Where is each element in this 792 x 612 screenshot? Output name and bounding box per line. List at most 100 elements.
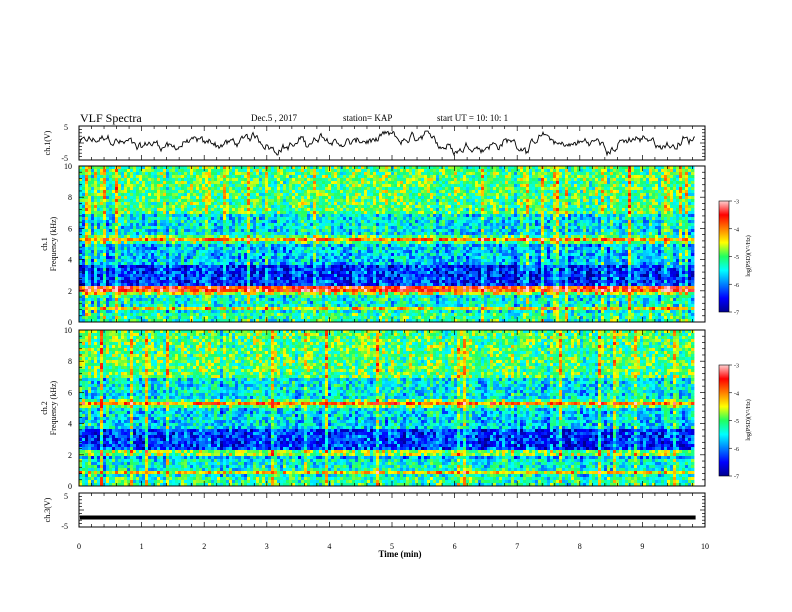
heatmap-cell: [127, 229, 131, 233]
heatmap-cell: [100, 184, 104, 188]
heatmap-cell: [544, 208, 548, 212]
heatmap-cell: [442, 187, 446, 191]
heatmap-cell: [679, 220, 683, 224]
heatmap-cell: [355, 226, 359, 230]
heatmap-cell: [424, 166, 428, 170]
heatmap-cell: [526, 190, 530, 194]
heatmap-cell: [280, 190, 284, 194]
heatmap-cell: [310, 175, 314, 179]
heatmap-cell: [268, 229, 272, 233]
heatmap-cell: [184, 187, 188, 191]
heatmap-cell: [277, 217, 281, 221]
heatmap-cell: [658, 181, 662, 185]
heatmap-cell: [460, 229, 464, 233]
heatmap-cell: [325, 235, 329, 239]
heatmap-cell: [301, 196, 305, 200]
heatmap-cell: [316, 214, 320, 218]
heatmap-cell: [607, 172, 611, 176]
heatmap-cell: [361, 220, 365, 224]
heatmap-cell: [439, 205, 443, 209]
heatmap-cell: [289, 202, 293, 206]
heatmap-cell: [520, 208, 524, 212]
heatmap-cell: [127, 172, 131, 176]
heatmap-cell: [478, 220, 482, 224]
heatmap-cell: [94, 199, 98, 203]
heatmap-cell: [364, 196, 368, 200]
heatmap-cell: [283, 205, 287, 209]
heatmap-cell: [262, 226, 266, 230]
heatmap-cell: [658, 196, 662, 200]
heatmap-cell: [94, 223, 98, 227]
heatmap-cell: [499, 187, 503, 191]
heatmap-cell: [436, 202, 440, 206]
heatmap-cell: [598, 202, 602, 206]
heatmap-cell: [130, 196, 134, 200]
heatmap-cell: [94, 229, 98, 233]
heatmap-cell: [259, 229, 263, 233]
heatmap-cell: [571, 202, 575, 206]
heatmap-cell: [532, 214, 536, 218]
heatmap-cell: [154, 232, 158, 236]
heatmap-cell: [235, 199, 239, 203]
heatmap-cell: [304, 175, 308, 179]
heatmap-cell: [166, 175, 170, 179]
heatmap-cell: [589, 190, 593, 194]
heatmap-cell: [415, 199, 419, 203]
heatmap-cell: [238, 190, 242, 194]
heatmap-cell: [601, 223, 605, 227]
heatmap-cell: [454, 199, 458, 203]
heatmap-cell: [682, 217, 686, 221]
heatmap-cell: [187, 175, 191, 179]
heatmap-cell: [556, 178, 560, 182]
heatmap-cell: [115, 235, 119, 239]
heatmap-cell: [628, 232, 632, 236]
heatmap-cell: [391, 175, 395, 179]
heatmap-cell: [391, 178, 395, 182]
heatmap-cell: [481, 232, 485, 236]
heatmap-cell: [223, 184, 227, 188]
heatmap-cell: [94, 205, 98, 209]
heatmap-cell: [109, 220, 113, 224]
heatmap-cell: [481, 211, 485, 215]
heatmap-cell: [595, 187, 599, 191]
heatmap-cell: [640, 190, 644, 194]
heatmap-cell: [307, 208, 311, 212]
heatmap-cell: [505, 169, 509, 173]
heatmap-cell: [115, 226, 119, 230]
heatmap-cell: [508, 190, 512, 194]
heatmap-cell: [85, 169, 89, 173]
heatmap-cell: [586, 223, 590, 227]
heatmap-cell: [244, 196, 248, 200]
heatmap-cell: [598, 232, 602, 236]
heatmap-cell: [520, 175, 524, 179]
heatmap-cell: [181, 178, 185, 182]
heatmap-cell: [436, 223, 440, 227]
heatmap-cell: [667, 229, 671, 233]
heatmap-cell: [247, 178, 251, 182]
heatmap-cell: [577, 211, 581, 215]
heatmap-cell: [202, 202, 206, 206]
heatmap-cell: [598, 190, 602, 194]
heatmap-cell: [499, 205, 503, 209]
heatmap-cell: [541, 190, 545, 194]
heatmap-cell: [97, 184, 101, 188]
heatmap-cell: [688, 190, 692, 194]
heatmap-cell: [163, 229, 167, 233]
heatmap-cell: [160, 220, 164, 224]
heatmap-cell: [478, 175, 482, 179]
heatmap-cell: [211, 169, 215, 173]
heatmap-cell: [433, 202, 437, 206]
heatmap-cell: [634, 193, 638, 197]
heatmap-cell: [265, 196, 269, 200]
heatmap-cell: [688, 196, 692, 200]
heatmap-cell: [400, 202, 404, 206]
heatmap-cell: [79, 169, 83, 173]
heatmap-cell: [634, 181, 638, 185]
heatmap-cell: [616, 199, 620, 203]
heatmap-cell: [124, 184, 128, 188]
heatmap-cell: [523, 184, 527, 188]
heatmap-cell: [403, 202, 407, 206]
heatmap-cell: [631, 196, 635, 200]
heatmap-cell: [79, 166, 83, 170]
heatmap-cell: [106, 187, 110, 191]
